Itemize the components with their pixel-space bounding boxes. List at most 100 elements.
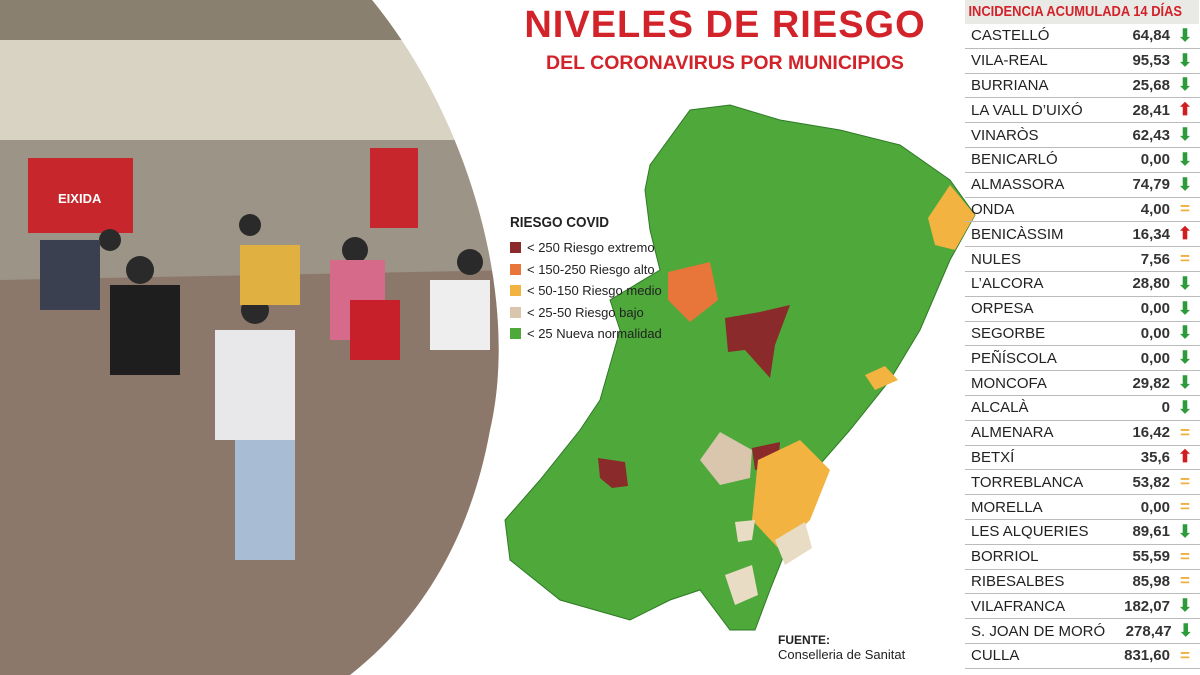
municipality-name: CULLA	[971, 647, 1020, 665]
incidence-value: 25,68	[1132, 76, 1170, 94]
incidence-value: 28,41	[1132, 101, 1170, 119]
low-risk-area	[725, 565, 758, 605]
table-row: RIBESALBES 85,98 =	[965, 570, 1200, 595]
municipalities-map	[504, 104, 976, 631]
legend-item: < 250 Riesgo extremo	[510, 237, 662, 259]
municipality-name: ALMASSORA	[971, 176, 1065, 194]
table-row: ALCALÀ 0 ⬇	[965, 396, 1200, 421]
arrow-down-icon: ⬇	[1177, 273, 1193, 293]
legend-swatch	[510, 242, 521, 254]
incidence-value: 85,98	[1132, 572, 1170, 590]
municipality-name: MORELLA	[971, 498, 1043, 516]
incidence-value: 64,84	[1132, 27, 1170, 45]
medium-risk-area	[928, 185, 975, 250]
incidence-value: 16,42	[1132, 424, 1170, 442]
legend: RIESGO COVID < 250 Riesgo extremo < 150-2…	[510, 214, 662, 345]
table-row: PEÑÍSCOLA 0,00 ⬇	[965, 346, 1200, 372]
legend-label: < 25-50 Riesgo bajo	[527, 304, 644, 320]
table-row: VILAFRANCA 182,07 ⬇	[965, 594, 1200, 620]
arrow-down-icon: ⬇	[1177, 75, 1193, 95]
low-risk-area	[775, 522, 812, 565]
arrow-down-icon: ⬇	[1177, 373, 1193, 393]
table-row: ONDA 4,00 =	[965, 198, 1200, 223]
incidence-value: 0,00	[1140, 349, 1170, 367]
incidence-value: 4,00	[1140, 200, 1170, 218]
incidence-value: 0,00	[1140, 300, 1170, 318]
legend-swatch	[510, 285, 521, 297]
arrow-up-icon: ⬆	[1177, 224, 1193, 244]
arrow-down-icon: ⬇	[1177, 596, 1193, 616]
medium-risk-area	[752, 440, 830, 550]
table-row: VINARÒS 62,43 ⬇	[965, 123, 1200, 148]
arrow-down-icon: ⬇	[1177, 25, 1193, 45]
arrow-down-icon: ⬇	[1177, 397, 1193, 417]
legend-item: < 150-250 Riesgo alto	[510, 259, 662, 281]
arrow-down-icon: ⬇	[1177, 348, 1193, 368]
municipality-name: PEÑÍSCOLA	[971, 349, 1057, 367]
low-risk-area	[700, 432, 752, 485]
municipality-name: BETXÍ	[971, 448, 1015, 466]
legend-item: < 25-50 Riesgo bajo	[510, 302, 662, 324]
municipality-name: S. JOAN DE MORÓ	[971, 622, 1106, 640]
municipality-name: LES ALQUERIES	[971, 523, 1089, 541]
legend-title: RIESGO COVID	[510, 214, 610, 231]
source-label: FUENTE:	[778, 633, 830, 647]
municipality-name: TORREBLANCA	[971, 473, 1084, 491]
incidence-value: 74,79	[1132, 176, 1170, 194]
municipality-name: VILA-REAL	[971, 52, 1048, 70]
extreme-risk-area	[725, 305, 790, 378]
incidence-value: 7,56	[1140, 250, 1170, 268]
legend-item: < 50-150 Riesgo medio	[510, 280, 662, 302]
municipality-name: ONDA	[971, 200, 1015, 218]
equal-icon: =	[1180, 645, 1190, 665]
municipality-name: ALCALÀ	[971, 399, 1029, 417]
municipality-name: LA VALL D’UIXÓ	[971, 101, 1083, 119]
incidence-table: INCIDENCIA ACUMULADA 14 DÍAS CASTELLÓ 64,…	[965, 0, 1200, 669]
municipality-name: RIBESALBES	[971, 572, 1065, 590]
table-row: VILA-REAL 95,53 ⬇	[965, 49, 1200, 74]
municipality-name: VINARÒS	[971, 126, 1039, 144]
table-row: MORELLA 0,00 =	[965, 495, 1200, 520]
table-row: ALMENARA 16,42 =	[965, 421, 1200, 446]
table-row: LA VALL D’UIXÓ 28,41 ⬆	[965, 98, 1200, 124]
incidence-value: 53,82	[1132, 473, 1170, 491]
municipality-name: SEGORBE	[971, 324, 1046, 342]
legend-swatch	[510, 306, 521, 318]
exit-sign-text: EIXIDA	[58, 191, 102, 206]
legend-item: < 25 Nueva normalidad	[510, 323, 662, 345]
equal-icon: =	[1180, 199, 1190, 219]
incidence-value: 62,43	[1132, 126, 1170, 144]
table-row: TORREBLANCA 53,82 =	[965, 470, 1200, 496]
arrow-up-icon: ⬆	[1177, 447, 1193, 467]
page-title: NIVELES DE RIESGO	[524, 4, 926, 46]
low-risk-area	[735, 520, 755, 542]
table-row: BORRIOL 55,59 =	[965, 545, 1200, 570]
incidence-value: 0,00	[1140, 151, 1170, 169]
incidence-value: 95,53	[1132, 52, 1170, 70]
table-title: INCIDENCIA ACUMULADA 14 DÍAS	[965, 0, 1199, 24]
municipality-name: NULES	[971, 250, 1022, 268]
table-row: MONCOFA 29,82 ⬇	[965, 371, 1200, 396]
legend-swatch	[510, 263, 521, 275]
table-row: CULLA 831,60 =	[965, 644, 1200, 669]
table-row: BENICARLÓ 0,00 ⬇	[965, 148, 1200, 173]
incidence-value: 16,34	[1132, 225, 1170, 243]
high-risk-area	[668, 262, 718, 322]
incidence-value: 278,47	[1125, 622, 1172, 640]
arrow-down-icon: ⬇	[1177, 298, 1193, 318]
municipality-name: VILAFRANCA	[971, 597, 1066, 615]
medium-risk-area	[865, 366, 898, 390]
incidence-value: 0,00	[1140, 498, 1170, 516]
equal-icon: =	[1180, 422, 1190, 442]
province-normal-area	[504, 104, 976, 631]
arrow-down-icon: ⬇	[1177, 50, 1193, 70]
incidence-value: 0,00	[1140, 324, 1170, 342]
incidence-value: 831,60	[1124, 647, 1170, 665]
incidence-value: 182,07	[1124, 597, 1170, 615]
municipality-name: CASTELLÓ	[971, 27, 1050, 45]
table-row: NULES 7,56 =	[965, 247, 1200, 272]
arrow-down-icon: ⬇	[1177, 125, 1193, 145]
municipality-name: L’ALCORA	[971, 275, 1044, 293]
table-row: L’ALCORA 28,80 ⬇	[965, 272, 1200, 297]
municipality-name: BENICARLÓ	[971, 151, 1058, 169]
